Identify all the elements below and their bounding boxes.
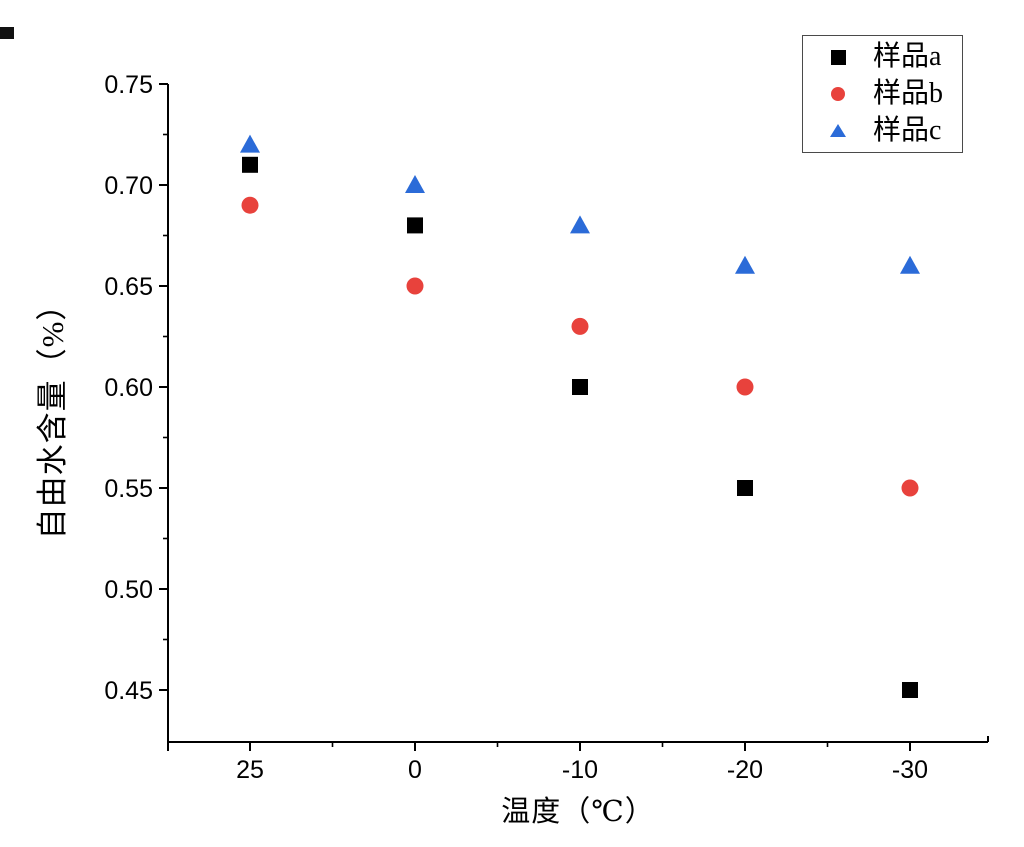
y-tick-label: 0.55	[104, 475, 153, 503]
legend-item-sample-a: 样品a	[803, 39, 962, 75]
point-样品a--30	[902, 682, 918, 698]
square-marker-icon	[830, 49, 846, 65]
point-样品b-25	[241, 196, 259, 214]
legend: 样品a 样品b 样品c	[802, 35, 963, 153]
x-tick-label: -20	[727, 756, 763, 784]
triangle-marker-icon	[830, 123, 846, 139]
x-axis-title: 温度（℃）	[501, 796, 655, 828]
legend-label: 样品b	[873, 77, 944, 109]
x-tick-label: -30	[892, 756, 928, 784]
x-tick-label: -10	[562, 756, 598, 784]
point-样品a-25	[242, 156, 258, 173]
circle-marker-icon	[830, 86, 846, 102]
y-tick-label: 0.60	[104, 374, 153, 402]
legend-label: 样品c	[873, 114, 942, 146]
point-样品c--30	[900, 255, 920, 274]
x-tick-label: 0	[408, 756, 422, 784]
edge-artifact-mark	[0, 27, 14, 39]
point-样品b-0	[406, 277, 424, 295]
point-样品a-0	[407, 217, 423, 234]
y-tick-label: 0.70	[104, 172, 153, 200]
legend-label: 样品a	[873, 41, 942, 73]
point-样品a--10	[572, 379, 588, 395]
x-tick-label: 25	[236, 756, 264, 784]
point-样品a--20	[737, 480, 753, 496]
y-tick-label: 0.45	[104, 677, 153, 705]
point-样品c--20	[735, 255, 755, 274]
legend-item-sample-c: 样品c	[803, 113, 962, 149]
y-tick-label: 0.50	[104, 576, 153, 604]
y-tick-label: 0.75	[104, 71, 153, 99]
point-样品c-25	[240, 134, 260, 153]
point-样品c-0	[405, 175, 425, 193]
y-tick-label: 0.65	[104, 273, 153, 301]
point-样品b--10	[571, 317, 589, 335]
y-axis-title: 自由水含量（%）	[35, 288, 70, 540]
point-样品b--30	[901, 479, 919, 497]
point-样品b--20	[736, 378, 754, 396]
legend-item-sample-b: 样品b	[803, 76, 962, 112]
point-样品c--10	[570, 215, 590, 234]
